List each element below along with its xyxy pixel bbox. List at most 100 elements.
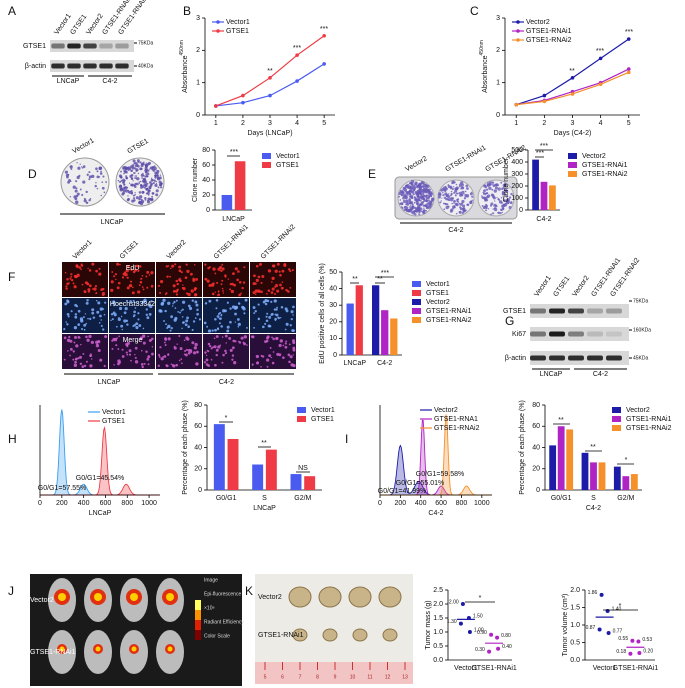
cell [210, 358, 213, 361]
cell [172, 284, 176, 288]
colony [403, 208, 407, 211]
cell [237, 270, 240, 273]
lane-label: Vector2 [571, 275, 590, 299]
value-label: 0.80 [501, 633, 511, 639]
cell [258, 318, 260, 321]
colony [419, 207, 423, 211]
cell [237, 302, 241, 305]
annotation: G0/G1=55.01% [396, 480, 444, 487]
x-tick-label: G0/G1 [216, 495, 237, 502]
colony [456, 200, 459, 202]
colony [134, 177, 137, 180]
y-tick-label: 2.5 [433, 587, 443, 594]
cell [204, 351, 207, 354]
cell [290, 363, 294, 367]
colony [150, 197, 154, 202]
colony [136, 177, 140, 181]
cell [181, 300, 186, 304]
annotation: *** [381, 270, 389, 277]
colony [409, 192, 412, 195]
cell [246, 344, 248, 346]
cell [275, 336, 279, 341]
cell [273, 299, 277, 303]
marker-label: 75KDa [633, 298, 649, 304]
cell [208, 299, 212, 303]
row-label: GTSE1 [23, 43, 46, 50]
bar [590, 462, 597, 490]
cell [241, 305, 245, 309]
cell [234, 340, 237, 343]
cell [267, 289, 271, 292]
point [295, 79, 299, 83]
cell [204, 302, 208, 305]
cell [117, 348, 120, 351]
cell [274, 285, 277, 288]
bar [346, 303, 354, 355]
signal-core [94, 593, 102, 601]
cell [214, 272, 217, 275]
y-tick-label: 3 [196, 15, 200, 22]
ruler-label: 10 [350, 674, 356, 680]
scale-label: Radiant Efficiency [204, 619, 244, 625]
colony [88, 171, 91, 174]
cell [204, 277, 208, 281]
cell [174, 263, 177, 266]
cell [193, 263, 196, 266]
y-axis-label-text: Tumor mass (g) [425, 600, 432, 649]
blot-band [587, 331, 603, 337]
legend-label: Vector1 [311, 407, 335, 414]
colony [493, 205, 495, 207]
colony [130, 177, 133, 180]
cell [275, 308, 278, 311]
colony [137, 165, 140, 168]
cell [77, 309, 81, 313]
point [626, 70, 631, 75]
cell [110, 280, 114, 284]
cell [95, 300, 98, 302]
cell [279, 273, 282, 277]
colony [445, 197, 448, 201]
cell [130, 268, 133, 271]
cell [193, 293, 198, 297]
cell [233, 361, 237, 365]
colony [447, 184, 450, 187]
group-label: LNCaP [540, 371, 563, 378]
cell [255, 354, 259, 359]
cell [150, 300, 153, 303]
colony [134, 162, 138, 165]
cell [178, 278, 181, 282]
blot-band [587, 308, 603, 314]
x-tick-label: LNCaP [343, 360, 366, 367]
cell [173, 300, 176, 304]
cell [146, 286, 149, 289]
cell [271, 281, 273, 283]
scale-label: Epi-fluorescence [204, 591, 241, 597]
cell [110, 313, 114, 316]
colony [408, 183, 410, 186]
legend-swatch [297, 407, 306, 413]
row-label: Merge [123, 337, 143, 344]
colony [154, 171, 158, 175]
y-axis-label: Percentage of each phase (%) [519, 400, 526, 495]
cell [224, 352, 227, 355]
colony [95, 167, 98, 171]
cell [211, 292, 215, 296]
micrograph [203, 262, 249, 297]
colony [424, 204, 428, 207]
colony [140, 186, 143, 189]
cell [100, 324, 103, 328]
y-tick-label: 50 [329, 269, 337, 276]
colony [127, 168, 130, 171]
annotation: *** [293, 45, 301, 52]
y-tick-label: 400 [511, 159, 523, 166]
colony [491, 188, 494, 191]
cell [178, 265, 182, 269]
point [268, 93, 272, 98]
cell [174, 307, 177, 309]
cell [164, 309, 167, 313]
cell [79, 355, 83, 359]
cell [215, 299, 219, 302]
ruler-label: 9 [334, 674, 337, 680]
value-label: 0.77 [613, 628, 623, 634]
cell [289, 324, 292, 327]
